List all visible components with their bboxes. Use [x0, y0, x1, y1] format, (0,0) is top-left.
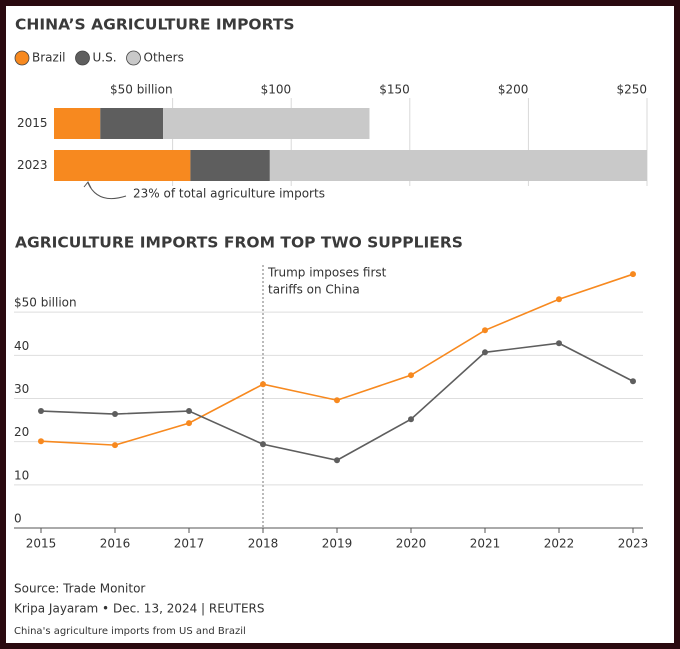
- point: [112, 411, 118, 418]
- bar-segment: [163, 108, 370, 139]
- point: [260, 381, 266, 388]
- point: [38, 408, 44, 415]
- x-tick-label: 2019: [322, 537, 353, 551]
- point: [408, 372, 414, 379]
- bar-segment: [54, 150, 191, 181]
- annotation-arrowhead: [83, 181, 92, 189]
- annotation: tariffs on China: [268, 283, 360, 297]
- point: [630, 378, 636, 385]
- annotation: Trump imposes first: [267, 266, 387, 280]
- credit: Kripa Jayaram • Dec. 13, 2024 | REUTERS: [14, 602, 264, 616]
- legend-swatch: [75, 50, 90, 66]
- chart-title: CHINA’S AGRICULTURE IMPORTS: [15, 16, 295, 34]
- y-tick-label: $50 billion: [14, 296, 77, 310]
- y-tick-label: 2023: [17, 158, 48, 172]
- x-tick-label: $250: [616, 83, 647, 97]
- point: [186, 420, 192, 427]
- x-tick-label: $50 billion: [110, 83, 173, 97]
- y-tick-label: 0: [14, 512, 22, 526]
- point: [482, 349, 488, 356]
- point: [556, 340, 562, 347]
- annotation: 23% of total agriculture imports: [133, 187, 325, 201]
- x-tick-label: 2020: [396, 537, 427, 551]
- point: [482, 327, 488, 334]
- legend-swatch: [14, 50, 30, 66]
- y-tick-label: 40: [14, 339, 29, 353]
- legend-swatch: [126, 50, 141, 66]
- point: [112, 442, 118, 449]
- point: [334, 397, 340, 404]
- y-tick-label: 20: [14, 425, 29, 439]
- bar-segment: [54, 108, 101, 139]
- chart-title: AGRICULTURE IMPORTS FROM TOP TWO SUPPLIE…: [15, 234, 463, 252]
- x-tick-label: $150: [379, 83, 410, 97]
- point: [556, 296, 562, 303]
- x-tick-label: 2023: [618, 537, 649, 551]
- legend-label: Others: [144, 51, 184, 65]
- x-tick-label: 2017: [174, 537, 205, 551]
- x-tick-label: $100: [261, 83, 292, 97]
- x-tick-label: 2016: [100, 537, 131, 551]
- bar-segment: [190, 150, 270, 181]
- bar-segment: [100, 108, 164, 139]
- x-tick-label: 2018: [248, 537, 279, 551]
- legend-label: Brazil: [32, 51, 66, 65]
- x-tick-label: 2015: [26, 537, 57, 551]
- caption: China's agriculture imports from US and …: [14, 626, 246, 637]
- x-tick-label: 2021: [470, 537, 501, 551]
- x-tick-label: 2022: [544, 537, 575, 551]
- x-tick-label: $200: [498, 83, 529, 97]
- y-tick-label: 30: [14, 382, 29, 396]
- bar-segment: [269, 150, 647, 181]
- point: [186, 408, 192, 415]
- y-tick-label: 2015: [17, 116, 48, 130]
- point: [630, 271, 636, 278]
- legend-label: U.S.: [93, 51, 117, 65]
- point: [408, 416, 414, 423]
- source: Source: Trade Monitor: [14, 582, 145, 596]
- point: [334, 457, 340, 464]
- point: [260, 441, 266, 448]
- y-tick-label: 10: [14, 468, 29, 482]
- point: [38, 438, 44, 445]
